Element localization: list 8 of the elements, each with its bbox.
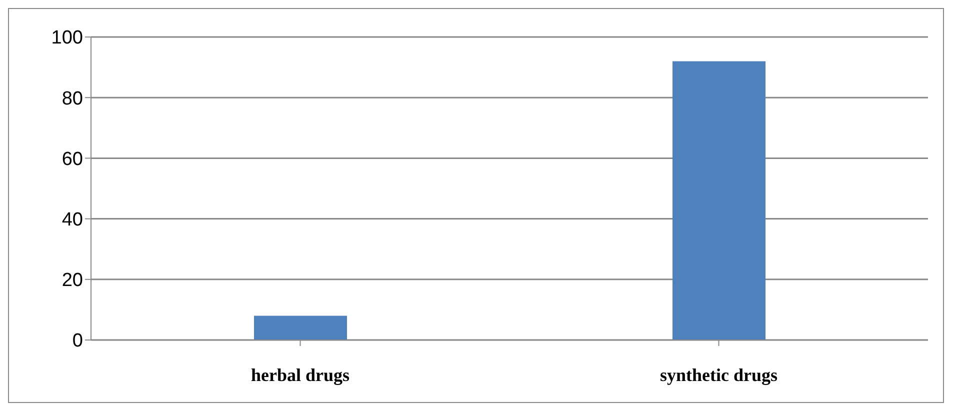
y-tick-label: 100 bbox=[51, 28, 83, 49]
y-tick-label: 80 bbox=[62, 88, 83, 110]
x-tick-label: herbal drugs bbox=[250, 364, 350, 385]
y-tick-label: 20 bbox=[62, 270, 83, 292]
y-tick-label: 40 bbox=[62, 210, 83, 231]
y-tick-label: 0 bbox=[72, 330, 83, 352]
x-tick-label: synthetic drugs bbox=[660, 364, 778, 385]
y-tick-label: 60 bbox=[62, 148, 83, 170]
